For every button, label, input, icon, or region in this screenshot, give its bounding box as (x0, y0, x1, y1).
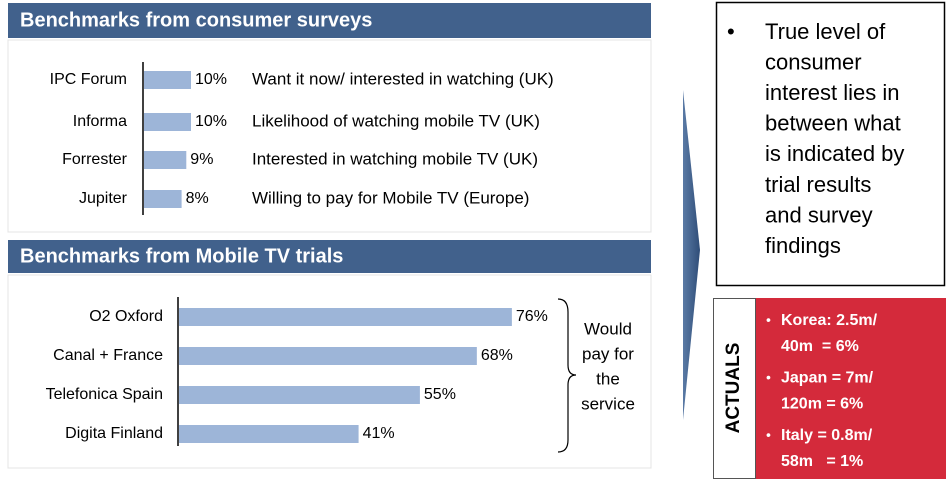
bar (179, 386, 420, 404)
value-label: 76% (516, 308, 548, 325)
actuals-title: ACTUALS (723, 343, 744, 434)
value-label: 10% (195, 113, 227, 130)
value-label: 10% (195, 71, 227, 88)
bar (179, 308, 512, 326)
value-label: 55% (424, 386, 456, 403)
value-label: 9% (190, 151, 213, 168)
category-label: Informa (73, 113, 127, 130)
bracket-label: pay for (582, 344, 634, 363)
callout-line: findings (765, 233, 841, 258)
annotation: Likelihood of watching mobile TV (UK) (252, 111, 540, 130)
callout-box (715, 1, 946, 287)
category-label: Forrester (62, 151, 128, 168)
actuals-line: 58m = 1% (781, 453, 863, 470)
actuals-line: Korea: 2.5m/ (781, 312, 878, 329)
annotation: Want it now/ interested in watching (UK) (252, 69, 554, 88)
bar (144, 113, 191, 131)
category-label: O2 Oxford (89, 308, 163, 325)
actuals-line: 120m = 6% (781, 396, 863, 413)
category-label: Digita Finland (65, 425, 163, 442)
bar (144, 190, 182, 208)
bar (144, 151, 187, 169)
category-label: Jupiter (79, 190, 128, 207)
category-label: Telefonica Spain (46, 386, 163, 403)
callout-line: interest lies in (765, 80, 900, 105)
value-label: 68% (481, 347, 513, 364)
header-bar (8, 240, 651, 273)
callout-line: True level of (765, 19, 886, 44)
actuals-line: 40m = 6% (781, 338, 859, 355)
actuals-line: Japan = 7m/ (781, 370, 874, 387)
callout-line: consumer (765, 49, 862, 74)
bullet: • (727, 19, 735, 44)
actuals-box (756, 298, 946, 479)
arrow (683, 90, 700, 420)
annotation: Willing to pay for Mobile TV (Europe) (252, 188, 529, 207)
callout-line: and survey (765, 202, 873, 227)
actuals-line: Italy = 0.8m/ (781, 427, 873, 444)
header-bar (8, 3, 651, 38)
actuals-label-box (713, 298, 756, 479)
bracket-label: the (596, 369, 620, 388)
bar (144, 71, 191, 89)
bracket-label: service (581, 394, 635, 413)
bar (179, 425, 359, 443)
bracket-label: Would (584, 319, 632, 338)
value-label: 8% (186, 190, 209, 207)
bracket (557, 298, 577, 453)
chart-title: Benchmarks from consumer surveys (20, 9, 372, 31)
callout-line: is indicated by (765, 141, 904, 166)
annotation: Interested in watching mobile TV (UK) (252, 149, 538, 168)
category-label: Canal + France (53, 347, 163, 364)
callout-line: between what (765, 111, 901, 136)
value-label: 41% (363, 425, 395, 442)
bullet: • (766, 312, 771, 328)
bullet: • (766, 369, 771, 385)
panel (7, 39, 652, 233)
bullet: • (766, 427, 771, 443)
callout-line: trial results (765, 172, 871, 197)
category-label: IPC Forum (50, 71, 127, 88)
bar (179, 347, 477, 365)
chart-title: Benchmarks from Mobile TV trials (20, 245, 343, 267)
